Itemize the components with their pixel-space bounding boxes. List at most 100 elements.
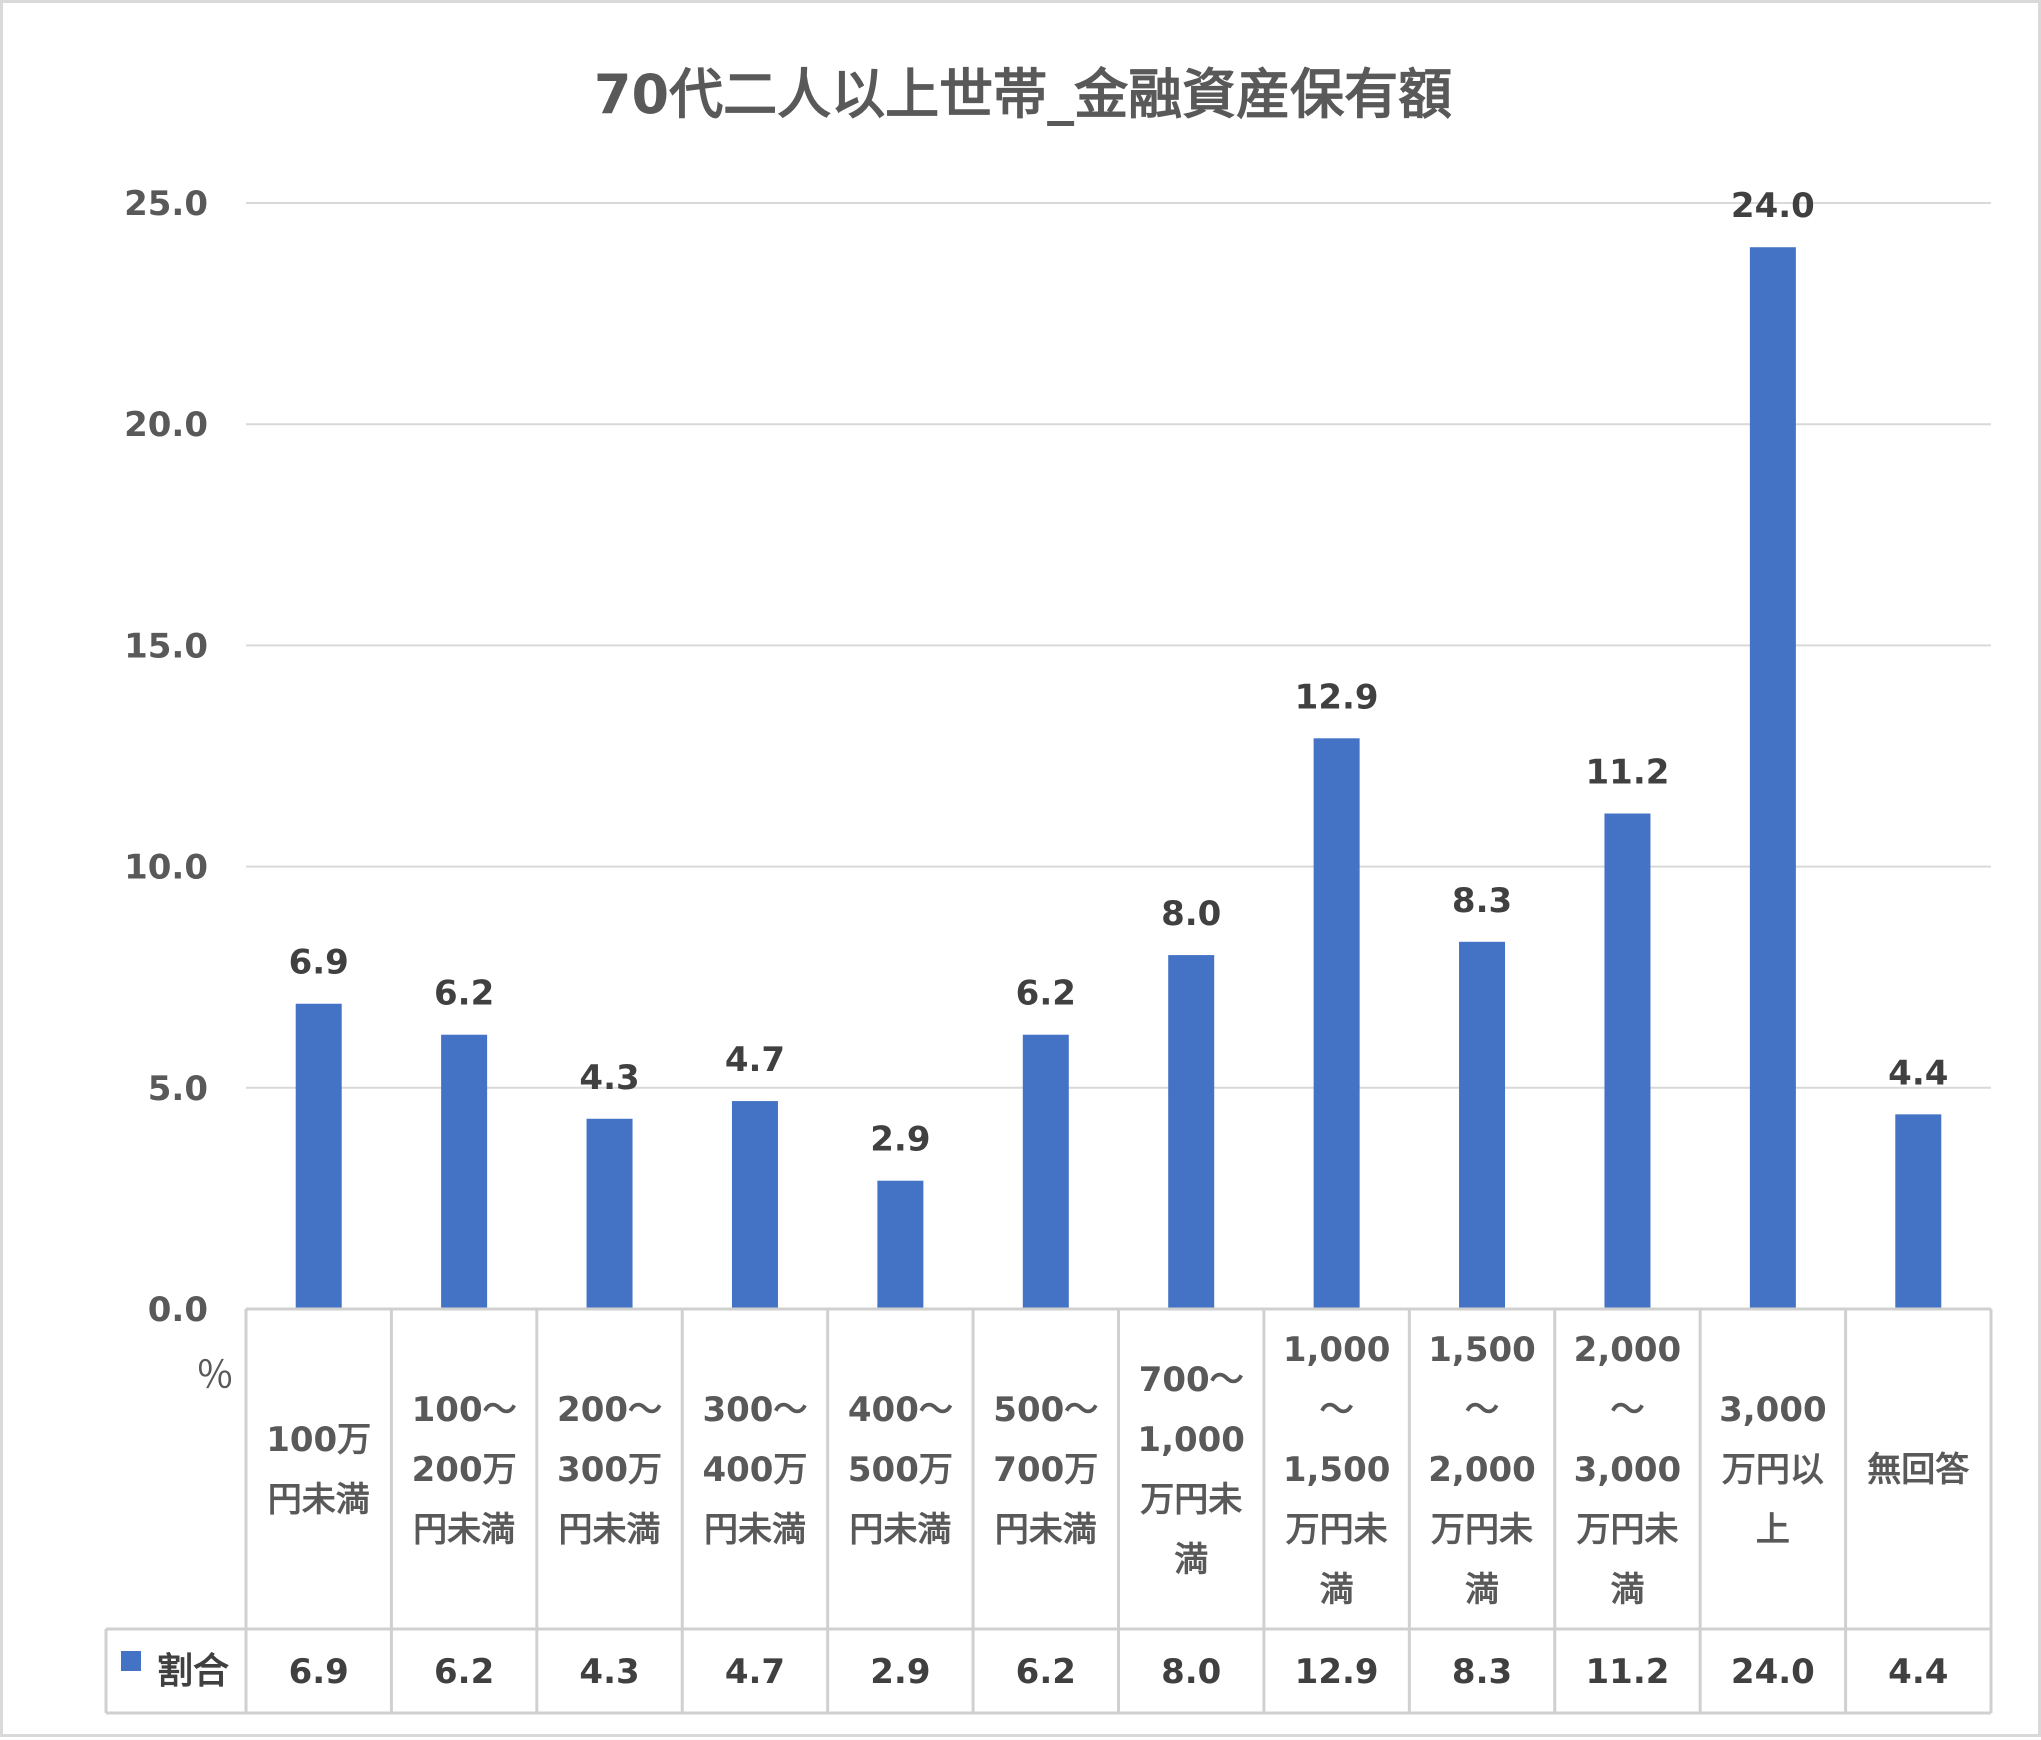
category-label-line: 400万 bbox=[702, 1450, 807, 1490]
data-label: 6.2 bbox=[434, 974, 494, 1014]
category-label: 1,500 ～ 2,000 万円未満 bbox=[1428, 1330, 1536, 1610]
category-label-line: 円未満 bbox=[559, 1510, 661, 1550]
category-label-line: 満 bbox=[1610, 1570, 1644, 1610]
category-label-line: 300～ bbox=[702, 1390, 807, 1430]
category-label: 100～ 200万円未満 bbox=[412, 1390, 517, 1550]
y-tick-label: 15.0 bbox=[124, 626, 208, 666]
bar bbox=[1895, 1114, 1942, 1309]
y-axis-unit: ％ bbox=[196, 1353, 234, 1397]
y-tick-label: 25.0 bbox=[124, 184, 208, 224]
category-label-line: 円未満 bbox=[849, 1510, 951, 1550]
data-label: 6.2 bbox=[1016, 974, 1076, 1014]
category-label: 3,000 万円以上 bbox=[1719, 1390, 1827, 1550]
bar bbox=[1749, 247, 1796, 1310]
category-label-line: 200～ bbox=[557, 1390, 662, 1430]
category-label-line: 無回答 bbox=[1867, 1450, 1970, 1490]
data-label: 12.9 bbox=[1295, 677, 1379, 717]
data-label: 4.4 bbox=[1888, 1053, 1948, 1093]
series-label: 割合 bbox=[157, 1651, 229, 1692]
table-value: 6.9 bbox=[289, 1652, 349, 1692]
category-label: 2,000 ～ 3,000 万円未満 bbox=[1574, 1330, 1682, 1610]
data-label: 8.0 bbox=[1161, 894, 1221, 934]
category-label-line: 万円未 bbox=[1576, 1510, 1678, 1550]
bar bbox=[586, 1118, 633, 1309]
data-label: 4.3 bbox=[579, 1058, 639, 1098]
category-label-line: 円未満 bbox=[413, 1510, 515, 1550]
category-label-line: 万円以 bbox=[1722, 1450, 1824, 1490]
category-label-line: 3,000 bbox=[1719, 1390, 1827, 1430]
category-label: 100万円未満 bbox=[266, 1420, 371, 1520]
category-label: 無回答 bbox=[1867, 1450, 1970, 1490]
table-value: 4.7 bbox=[725, 1652, 785, 1692]
bar-chart: 70代二人以上世帯_金融資産保有額 0.0 5.0 10.0 15.0 20.0 25.0… bbox=[104, 63, 1993, 1715]
category-label-line: 100万 bbox=[266, 1420, 371, 1460]
table-value: 6.2 bbox=[434, 1652, 494, 1692]
category-label-line: 満 bbox=[1320, 1570, 1354, 1610]
category-label-line: 200万 bbox=[412, 1450, 517, 1490]
category-label-line: 100～ bbox=[412, 1390, 517, 1430]
category-label-line: 円未満 bbox=[704, 1510, 806, 1550]
category-label-line: 500万 bbox=[848, 1450, 953, 1490]
bar bbox=[731, 1101, 778, 1309]
data-label: 6.9 bbox=[289, 943, 349, 983]
category-label: 500～ 700万円未満 bbox=[993, 1390, 1098, 1550]
category-label-line: 3,000 bbox=[1574, 1450, 1682, 1490]
table-value: 8.3 bbox=[1452, 1652, 1512, 1692]
table-value: 8.0 bbox=[1161, 1652, 1221, 1692]
category-label: 700～ 1,000 万円未満 bbox=[1137, 1360, 1245, 1580]
table-value: 24.0 bbox=[1731, 1652, 1815, 1692]
category-label-line: 1,000 bbox=[1137, 1420, 1245, 1460]
data-label: 8.3 bbox=[1452, 881, 1512, 921]
table-value: 6.2 bbox=[1016, 1652, 1076, 1692]
bar bbox=[877, 1180, 924, 1309]
category-label: 300～ 400万円未満 bbox=[702, 1390, 807, 1550]
category-label-line: 2,000 bbox=[1428, 1450, 1536, 1490]
table-value: 4.4 bbox=[1888, 1652, 1948, 1692]
category-label-line: 700万 bbox=[993, 1450, 1098, 1490]
category-label-line: 万円未 bbox=[1140, 1480, 1242, 1520]
category-label-line: 300万 bbox=[557, 1450, 662, 1490]
category-label-line: 1,500 bbox=[1283, 1450, 1391, 1490]
data-label: 11.2 bbox=[1586, 753, 1670, 793]
category-label-line: ～ bbox=[1610, 1390, 1644, 1430]
category-label-line: 1,500 bbox=[1428, 1330, 1536, 1370]
y-tick-label: 0.0 bbox=[148, 1290, 208, 1330]
category-label-line: 万円未 bbox=[1431, 1510, 1533, 1550]
table-value: 4.3 bbox=[579, 1652, 639, 1692]
data-label: 24.0 bbox=[1731, 186, 1815, 226]
table-value: 2.9 bbox=[870, 1652, 930, 1692]
data-label: 2.9 bbox=[870, 1120, 930, 1160]
legend-key bbox=[121, 1651, 141, 1671]
category-label: 1,000 ～ 1,500 万円未満 bbox=[1283, 1330, 1391, 1610]
category-label-line: ～ bbox=[1320, 1390, 1354, 1430]
category-label-line: 500～ bbox=[993, 1390, 1098, 1430]
bar bbox=[1313, 738, 1360, 1309]
bar bbox=[441, 1034, 488, 1309]
y-tick-label: 10.0 bbox=[124, 848, 208, 888]
category-label-line: 円未満 bbox=[995, 1510, 1097, 1550]
category-label-line: 満 bbox=[1465, 1570, 1499, 1610]
category-label-line: 満 bbox=[1174, 1540, 1208, 1580]
category-label-line: 万円未 bbox=[1286, 1510, 1388, 1550]
bar bbox=[1604, 813, 1651, 1309]
category-label-line: 400～ bbox=[848, 1390, 953, 1430]
data-label: 4.7 bbox=[725, 1040, 785, 1080]
bar bbox=[1459, 941, 1506, 1309]
y-tick-label: 20.0 bbox=[124, 405, 208, 445]
table-value: 12.9 bbox=[1295, 1652, 1379, 1692]
bar bbox=[1168, 955, 1215, 1309]
category-label-line: 上 bbox=[1756, 1510, 1790, 1550]
category-label: 400～ 500万円未満 bbox=[848, 1390, 953, 1550]
y-tick-label: 5.0 bbox=[148, 1069, 208, 1109]
category-label-line: 円未満 bbox=[268, 1480, 370, 1520]
bar bbox=[295, 1003, 342, 1309]
chart-title: 70代二人以上世帯_金融資産保有額 bbox=[594, 63, 1452, 126]
category-label-line: 1,000 bbox=[1283, 1330, 1391, 1370]
category-label-line: 2,000 bbox=[1574, 1330, 1682, 1370]
bar bbox=[1022, 1034, 1069, 1309]
category-label-line: ～ bbox=[1465, 1390, 1499, 1430]
category-label-line: 700～ bbox=[1139, 1360, 1244, 1400]
category-label: 200～ 300万円未満 bbox=[557, 1390, 662, 1550]
table-value: 11.2 bbox=[1586, 1652, 1670, 1692]
